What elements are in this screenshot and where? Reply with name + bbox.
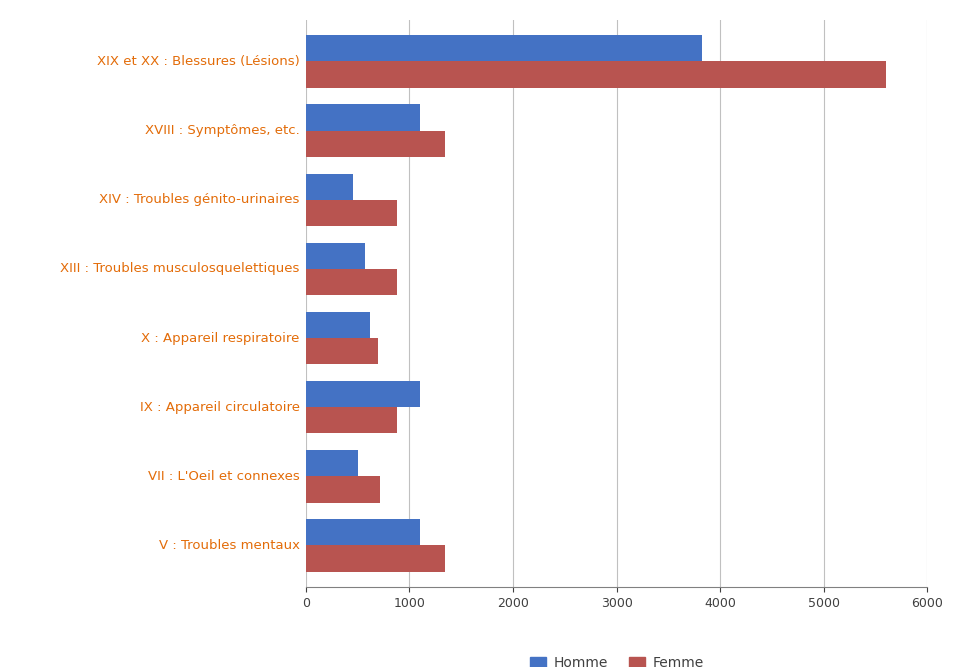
Bar: [306, 35, 702, 61]
Bar: [306, 381, 420, 407]
Bar: [306, 476, 380, 503]
Text: VII : L'Oeil et connexes: VII : L'Oeil et connexes: [148, 470, 300, 483]
Bar: [306, 243, 365, 269]
Bar: [306, 269, 397, 295]
Bar: [306, 200, 397, 226]
Text: XIII : Troubles musculosquelettiques: XIII : Troubles musculosquelettiques: [60, 262, 300, 275]
Legend: Homme, Femme: Homme, Femme: [524, 650, 709, 667]
Bar: [306, 546, 445, 572]
Text: XIX et XX : Blessures (Lésions): XIX et XX : Blessures (Lésions): [97, 55, 300, 68]
Text: XVIII : Symptômes, etc.: XVIII : Symptômes, etc.: [145, 124, 300, 137]
Bar: [306, 450, 358, 476]
Bar: [306, 519, 420, 546]
Text: XIV : Troubles génito-urinaires: XIV : Troubles génito-urinaires: [99, 193, 300, 206]
Text: IX : Appareil circulatoire: IX : Appareil circulatoire: [140, 401, 300, 414]
Bar: [306, 338, 379, 364]
Bar: [306, 61, 886, 88]
Text: V : Troubles mentaux: V : Troubles mentaux: [159, 539, 300, 552]
Bar: [306, 173, 353, 200]
Bar: [306, 131, 445, 157]
Bar: [306, 407, 397, 434]
Bar: [306, 104, 420, 131]
Bar: [306, 311, 370, 338]
Text: X : Appareil respiratoire: X : Appareil respiratoire: [141, 331, 300, 345]
